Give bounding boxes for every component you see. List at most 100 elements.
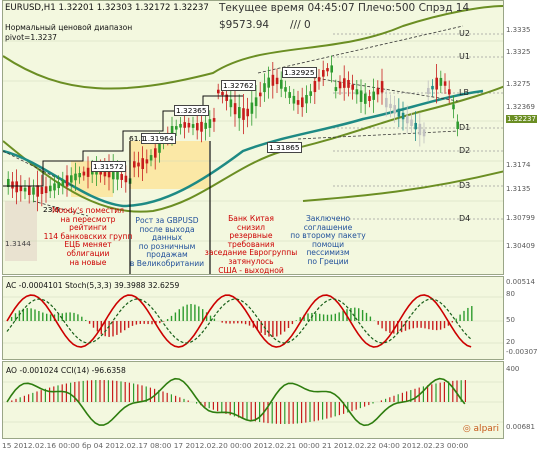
ao-bar (389, 397, 391, 402)
price-tick: 1.3275 (506, 80, 531, 88)
price-axis[interactable]: 1.3335 1.3325 1.3275 1.32369 1.32237 1.3… (504, 0, 550, 275)
candle-body (322, 70, 325, 77)
lower-band (3, 85, 503, 213)
candle-body (275, 77, 279, 85)
ao-bar (212, 402, 214, 410)
candle-body (120, 174, 123, 180)
ao-bar (422, 386, 424, 402)
ac-bar (439, 321, 442, 330)
ao-bar (217, 402, 219, 412)
ao-bar (124, 381, 126, 402)
ac-stoch-pane[interactable]: AC -0.0004101 Stoch(5,3,3) 39.3988 32.62… (2, 276, 504, 360)
ac-bar (330, 314, 333, 321)
ac-bar (443, 321, 446, 329)
ac-bar (34, 309, 36, 321)
ao-bar (11, 400, 13, 402)
ao-histogram (11, 380, 466, 424)
ac-bar (229, 321, 231, 324)
candle-body (242, 108, 245, 120)
ac-bar (244, 321, 247, 325)
candle-body (330, 65, 333, 73)
ao-axis[interactable]: 400 0.00681 (504, 361, 550, 439)
ao-bar (36, 391, 38, 402)
ao-bar (208, 402, 210, 409)
price-tick: 1.32369 (506, 103, 535, 111)
candle-body (221, 91, 224, 96)
ao-bar (338, 402, 340, 416)
price-box-3: 1.32925 (282, 67, 317, 78)
candle-body (305, 94, 308, 104)
candle-body (410, 119, 413, 126)
ac-bar (272, 321, 274, 338)
ac-bar (299, 317, 301, 321)
ac-bar (256, 321, 258, 331)
ac-bar (268, 321, 270, 337)
ao-bar (267, 402, 269, 424)
ao-bar (133, 383, 135, 402)
ao-bar (78, 381, 80, 402)
ac-bar (104, 321, 106, 337)
ao-bar (397, 394, 399, 402)
ac-bar (233, 321, 235, 324)
ac-bar (280, 321, 282, 335)
candle-body (250, 102, 254, 114)
candle-body (435, 77, 438, 90)
ac-bar (65, 312, 67, 321)
candle-body (355, 89, 359, 95)
ac-bar (135, 321, 138, 325)
ao-bar (229, 402, 231, 416)
ao-bar (116, 380, 118, 402)
ao-cci-pane[interactable]: AO -0.001024 CCI(14) -96.6358 ◎ alpari (2, 361, 504, 439)
ac-bar (143, 321, 145, 324)
ac-bar (393, 321, 395, 334)
ac-bar (209, 315, 212, 321)
ao-bar (305, 402, 307, 423)
price-pane[interactable]: EURUSD,H1 1.32201 1.32303 1.32172 1.3223… (2, 0, 504, 275)
candle-body (82, 171, 86, 176)
level-d4: D4 (459, 214, 471, 223)
ac-bar (85, 319, 87, 321)
ac-bar (46, 313, 48, 321)
candle-body (200, 121, 203, 132)
candle-body (212, 118, 216, 122)
ao-bar (221, 402, 223, 413)
news-note-3: Банк Китая снизил резервные требования з… (204, 214, 298, 275)
candle-body (191, 124, 195, 128)
candle-body (32, 187, 35, 195)
candle-body (385, 97, 388, 108)
ao-bar (343, 402, 345, 414)
ac-bar (22, 308, 24, 321)
candle-body (376, 88, 380, 95)
ac-tick: -0.00307 (506, 348, 538, 356)
brand-logo-icon: ◎ (462, 424, 471, 434)
candle-body (368, 96, 371, 102)
ao-bar (246, 402, 248, 420)
ac-bar (14, 313, 17, 321)
candle-body (351, 84, 354, 90)
ao-bar (19, 397, 21, 402)
ac-tick: 50 (506, 316, 515, 324)
candle-body (57, 182, 60, 189)
candle-body (44, 186, 48, 194)
ao-bar (364, 402, 366, 407)
ao-bar (439, 382, 441, 402)
ac-tick: 20 (506, 338, 515, 346)
ac-tick: 80 (506, 290, 515, 298)
candle-body (280, 79, 283, 89)
ao-bar (158, 390, 160, 402)
ao-bar (431, 384, 433, 402)
ao-bar (317, 402, 319, 421)
ac-bar (432, 321, 434, 330)
candle-body (418, 123, 422, 136)
ac-bar (354, 307, 356, 321)
ac-bar (416, 321, 418, 328)
ac-bar (248, 321, 251, 326)
candle-body (422, 129, 426, 137)
candle-body (263, 83, 266, 93)
zone-low (5, 201, 37, 261)
ac-bar (276, 321, 278, 337)
ac-bar (139, 321, 141, 324)
ac-stoch-label: AC -0.0004101 Stoch(5,3,3) 39.3988 32.62… (6, 281, 180, 290)
ac-axis[interactable]: 0.00514 80 50 20 -0.00307 (504, 276, 550, 360)
